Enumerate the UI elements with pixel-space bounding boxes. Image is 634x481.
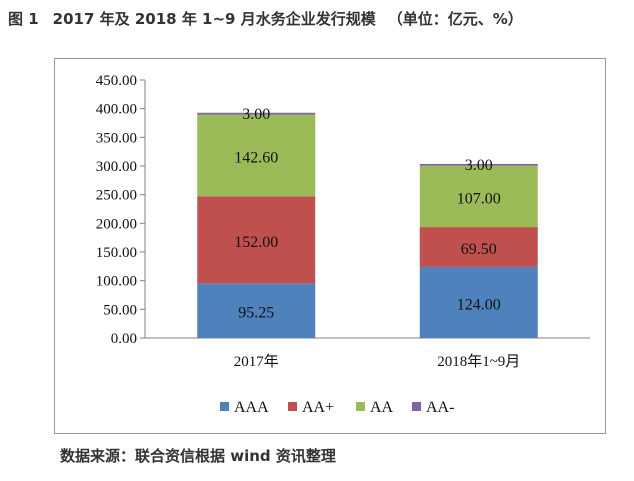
- y-tick-label: 300.00: [96, 159, 137, 175]
- bar-segment: [197, 114, 316, 197]
- legend-swatch: [412, 402, 421, 411]
- bar-segment: [197, 112, 316, 115]
- bar-data-label: 142.60: [234, 149, 278, 166]
- y-tick-label: 250.00: [96, 188, 137, 204]
- figure-unit: （单位：亿元、%）: [387, 10, 523, 28]
- y-tick-label: 50.00: [103, 302, 137, 318]
- source-note: 数据来源：联合资信根据 wind 资讯整理: [60, 447, 336, 465]
- y-tick-label: 450.00: [96, 73, 137, 89]
- y-tick-label: 350.00: [96, 130, 137, 146]
- bar-segment: [419, 266, 538, 338]
- bar-data-label: 3.00: [465, 157, 493, 174]
- bar-segment: [419, 163, 538, 166]
- bar-segment: [197, 196, 316, 284]
- bar-segment: [419, 165, 538, 228]
- y-tick-label: 100.00: [96, 274, 137, 290]
- bar-data-label: 107.00: [457, 190, 501, 207]
- legend-label: AA+: [302, 399, 334, 416]
- y-tick-label: 200.00: [96, 216, 137, 232]
- bar-data-label: 124.00: [457, 296, 501, 313]
- x-tick-label: 2018年1~9月: [437, 353, 520, 370]
- figure-caption: 图 1 2017 年及 2018 年 1~9 月水务企业发行规模 （单位：亿元、%）: [8, 8, 523, 29]
- legend-swatch: [220, 402, 229, 411]
- legend-label: AA: [370, 399, 394, 416]
- x-tick-label: 2017年: [234, 353, 279, 370]
- figure-label: 图 1: [8, 10, 39, 28]
- bar-data-label: 152.00: [234, 234, 278, 251]
- y-tick-label: 150.00: [96, 245, 137, 261]
- bar-data-label: 69.50: [461, 241, 497, 258]
- y-tick-label: 400.00: [96, 102, 137, 118]
- bar-data-label: 95.25: [238, 305, 274, 322]
- bar-segment: [419, 227, 538, 267]
- legend-label: AAA: [234, 399, 269, 416]
- legend-swatch: [288, 402, 297, 411]
- bar-data-label: 3.00: [242, 106, 270, 123]
- legend-swatch: [356, 402, 365, 411]
- figure-title: 2017 年及 2018 年 1~9 月水务企业发行规模: [52, 10, 376, 28]
- y-tick-label: 0.00: [111, 331, 137, 347]
- legend-label: AA-: [426, 399, 454, 416]
- bar-segment: [197, 283, 316, 338]
